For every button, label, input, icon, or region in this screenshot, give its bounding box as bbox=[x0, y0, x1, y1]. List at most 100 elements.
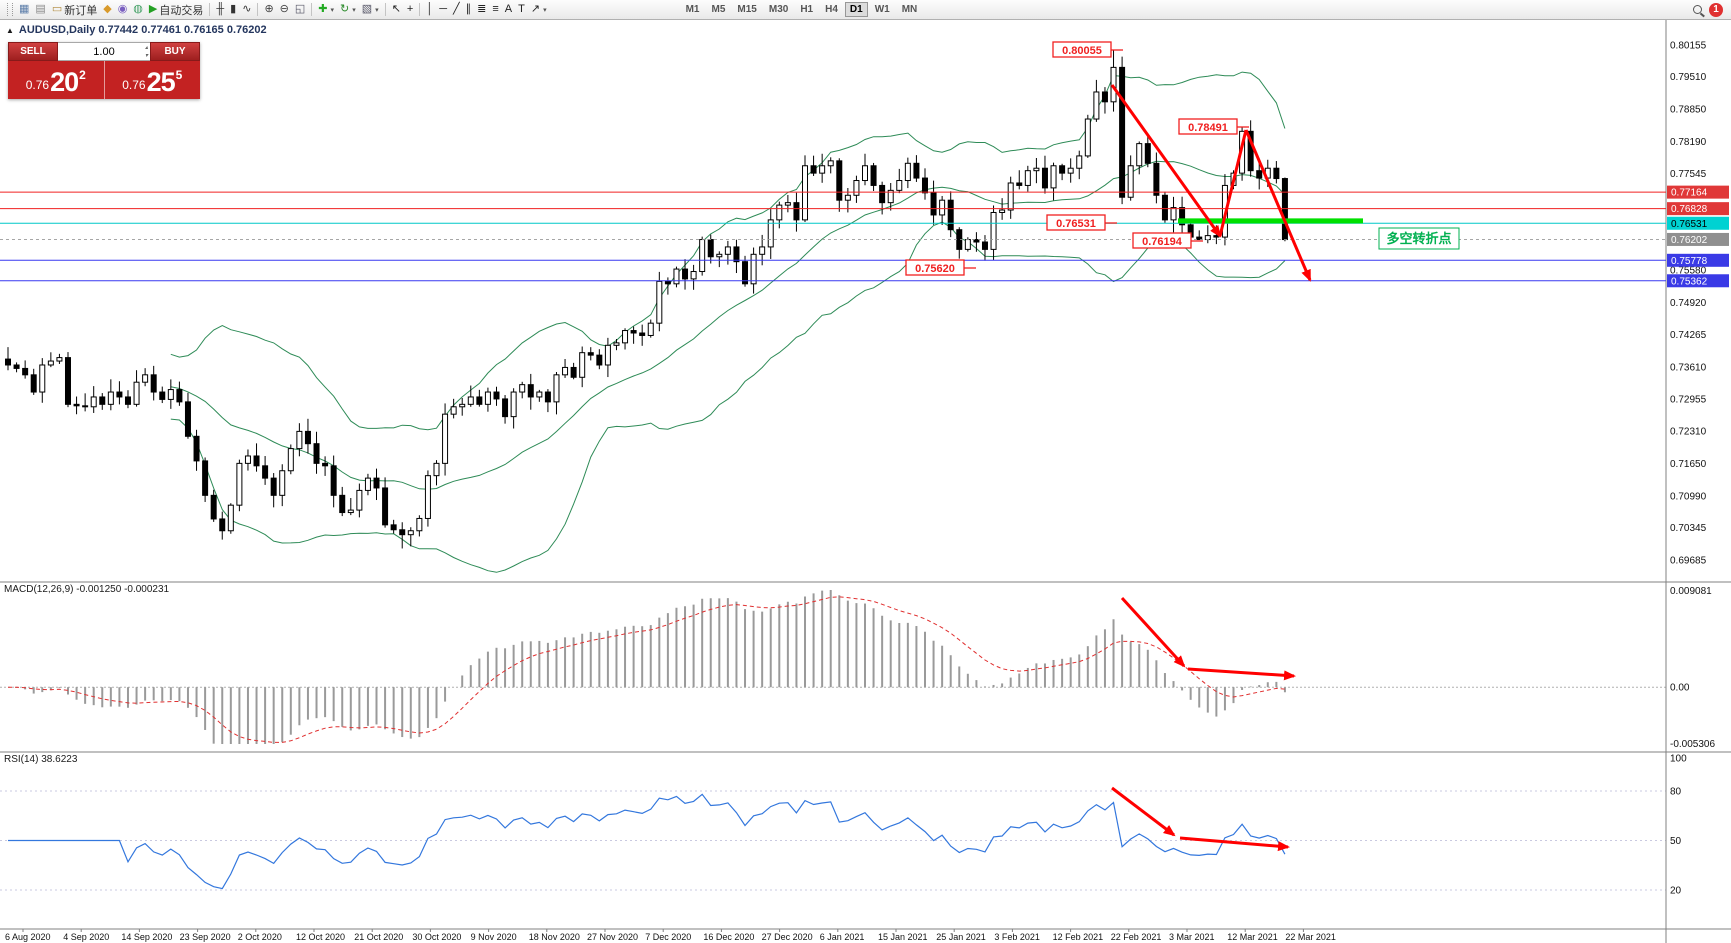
timeframe-h4[interactable]: H4 bbox=[825, 4, 838, 15]
autotrade-button[interactable]: ▶ 自动交易 bbox=[146, 1, 206, 19]
periods-icon[interactable]: ↻ ▾ bbox=[337, 1, 359, 19]
trend-arrow[interactable] bbox=[1120, 596, 1186, 668]
macd-histogram bbox=[15, 590, 1286, 744]
trendline-icon[interactable]: ╱ bbox=[450, 1, 463, 19]
date-axis-label: 6 Jan 2021 bbox=[820, 932, 865, 942]
metaeditor-icon[interactable]: ◆ bbox=[100, 1, 114, 19]
trend-arrow[interactable] bbox=[1218, 129, 1248, 237]
note-box[interactable] bbox=[1378, 227, 1460, 250]
tile-windows-icon[interactable]: ◱ bbox=[292, 1, 308, 19]
trend-arrow[interactable] bbox=[1111, 786, 1176, 837]
horizontal-line-icon: ─ bbox=[439, 3, 448, 15]
periods-icon: ↻ bbox=[340, 3, 350, 15]
line-chart-icon[interactable]: ∿ bbox=[239, 1, 254, 19]
label-icon[interactable]: T bbox=[515, 1, 528, 19]
cursor-icon[interactable]: ↖ bbox=[389, 1, 404, 19]
chart-canvas[interactable]: 0.80155 0.79510 0.78850 0.78190 0.77545 0.755… bbox=[0, 20, 1731, 943]
horizontal-line-icon[interactable]: ─ bbox=[436, 1, 450, 19]
trend-arrow[interactable] bbox=[1244, 129, 1312, 282]
toolbar-grip[interactable] bbox=[7, 3, 13, 16]
chart-window: 0.80155 0.79510 0.78850 0.78190 0.77545 0.755… bbox=[0, 20, 1731, 943]
new-order-button-label: 新订单 bbox=[64, 4, 98, 17]
trend-arrow[interactable] bbox=[1187, 667, 1296, 681]
rsi-line bbox=[8, 793, 1286, 890]
channel-icon[interactable]: ∥ bbox=[463, 1, 475, 19]
rsi-axis-label: 100 bbox=[1670, 754, 1687, 765]
zoom-out-icon[interactable]: ⊖ bbox=[277, 1, 292, 19]
indicators-icon[interactable]: ✚ ▾ bbox=[315, 1, 337, 19]
date-axis-label: 21 Oct 2020 bbox=[354, 932, 403, 942]
sell-button[interactable]: SELL bbox=[8, 42, 58, 61]
vertical-line-icon[interactable]: │ bbox=[423, 1, 436, 19]
date-axis-label: 27 Nov 2020 bbox=[587, 932, 638, 942]
price-axis-label: 0.72310 bbox=[1670, 426, 1707, 437]
timeframe-h1[interactable]: H1 bbox=[800, 4, 814, 15]
timeframe-d1[interactable]: D1 bbox=[844, 2, 868, 17]
market-icon[interactable]: ◉ bbox=[115, 1, 131, 19]
trendline-icon: ╱ bbox=[453, 3, 460, 15]
new-chart-icon: ▦ bbox=[19, 3, 30, 15]
price-divider bbox=[103, 61, 105, 99]
shapes-icon: ≡ bbox=[492, 3, 499, 15]
price-axis-label: 0.75580 bbox=[1670, 266, 1707, 277]
axis-price-tag bbox=[1667, 253, 1729, 267]
search-icon[interactable] bbox=[1690, 1, 1705, 19]
price-callout-text: 0.76531 bbox=[1056, 218, 1096, 230]
macd-indicator-label: MACD(12,26,9) -0.001250 -0.000231 bbox=[4, 584, 170, 595]
toolbar-separator bbox=[209, 3, 211, 16]
trend-arrow[interactable] bbox=[1110, 84, 1222, 238]
buy-price[interactable]: 0.76 25 5 bbox=[105, 61, 201, 99]
price-callout-text: 0.80055 bbox=[1062, 45, 1102, 57]
zoom-out-icon: ⊖ bbox=[279, 3, 289, 15]
new-order-button: ▭ bbox=[51, 3, 63, 15]
shapes-icon[interactable]: ≡ bbox=[489, 1, 501, 19]
date-axis-label: 3 Feb 2021 bbox=[994, 932, 1040, 942]
buy-price-sup: 5 bbox=[175, 68, 183, 82]
timeframe-m1[interactable]: M1 bbox=[685, 4, 700, 15]
notifications-badge[interactable]: 1 bbox=[1709, 2, 1723, 17]
axis-price-tag bbox=[1667, 185, 1729, 199]
bar-chart-icon: ╫ bbox=[216, 3, 225, 15]
date-axis-label: 4 Sep 2020 bbox=[63, 932, 109, 942]
axis-price-tag bbox=[1667, 274, 1729, 288]
sell-price[interactable]: 0.76 20 2 bbox=[8, 61, 104, 99]
macd-signal-line bbox=[7, 596, 1285, 743]
axis-price-tag bbox=[1667, 216, 1729, 230]
profiles-icon[interactable]: ▤ bbox=[32, 1, 48, 19]
timeframe-m5[interactable]: M5 bbox=[711, 4, 726, 15]
trend-arrow[interactable] bbox=[1179, 836, 1290, 852]
date-axis-label: 15 Jan 2021 bbox=[878, 932, 928, 942]
vertical-line-icon: │ bbox=[426, 3, 434, 15]
signals-icon: ◍ bbox=[133, 3, 143, 15]
volume-up-icon[interactable]: ▴ bbox=[144, 45, 148, 51]
autotrade-button-label: 自动交易 bbox=[159, 4, 204, 17]
timeframe-m15[interactable]: M15 bbox=[737, 4, 757, 15]
bar-chart-icon[interactable]: ╫ bbox=[213, 1, 227, 19]
volume-stepper[interactable]: ▴ ▾ bbox=[145, 44, 148, 60]
arrows-tool-icon[interactable]: ↗ ▾ bbox=[528, 1, 550, 19]
chart-menu-icon[interactable]: ▲ bbox=[6, 25, 14, 35]
new-chart-icon[interactable]: ▦ bbox=[16, 1, 32, 19]
macd-axis-label: -0.005306 bbox=[1670, 739, 1715, 750]
text-icon[interactable]: A bbox=[502, 1, 515, 19]
fibonacci-icon[interactable]: ≣ bbox=[474, 1, 489, 19]
volume-down-icon[interactable]: ▾ bbox=[144, 53, 148, 59]
candlestick-chart-icon[interactable]: ▮ bbox=[227, 1, 239, 19]
timeframe-mn[interactable]: MN bbox=[901, 4, 918, 15]
timeframe-m30[interactable]: M30 bbox=[768, 4, 789, 15]
new-order-button[interactable]: ▭ 新订单 bbox=[49, 1, 100, 19]
crosshair-icon[interactable]: + bbox=[404, 1, 416, 19]
bollinger-middle-band bbox=[170, 160, 1286, 490]
zoom-in-icon[interactable]: ⊕ bbox=[261, 1, 276, 19]
templates-icon[interactable]: ▧ ▾ bbox=[359, 1, 382, 19]
timeframe-w1[interactable]: W1 bbox=[874, 4, 890, 15]
one-click-trading-panel: SELL 1.00 ▴ ▾ BUY 0.76 20 2 0.76 25 5 bbox=[8, 42, 200, 99]
price-axis-label: 0.70345 bbox=[1670, 523, 1707, 534]
templates-icon: ▧ bbox=[361, 3, 373, 15]
label-icon: T bbox=[518, 3, 525, 15]
volume-input[interactable]: 1.00 ▴ ▾ bbox=[58, 42, 150, 61]
buy-button[interactable]: BUY bbox=[150, 42, 200, 61]
note-text: 多空转折点 bbox=[1386, 231, 1451, 246]
macd-axis-label: 0.009081 bbox=[1670, 586, 1712, 597]
signals-icon[interactable]: ◍ bbox=[130, 1, 146, 19]
